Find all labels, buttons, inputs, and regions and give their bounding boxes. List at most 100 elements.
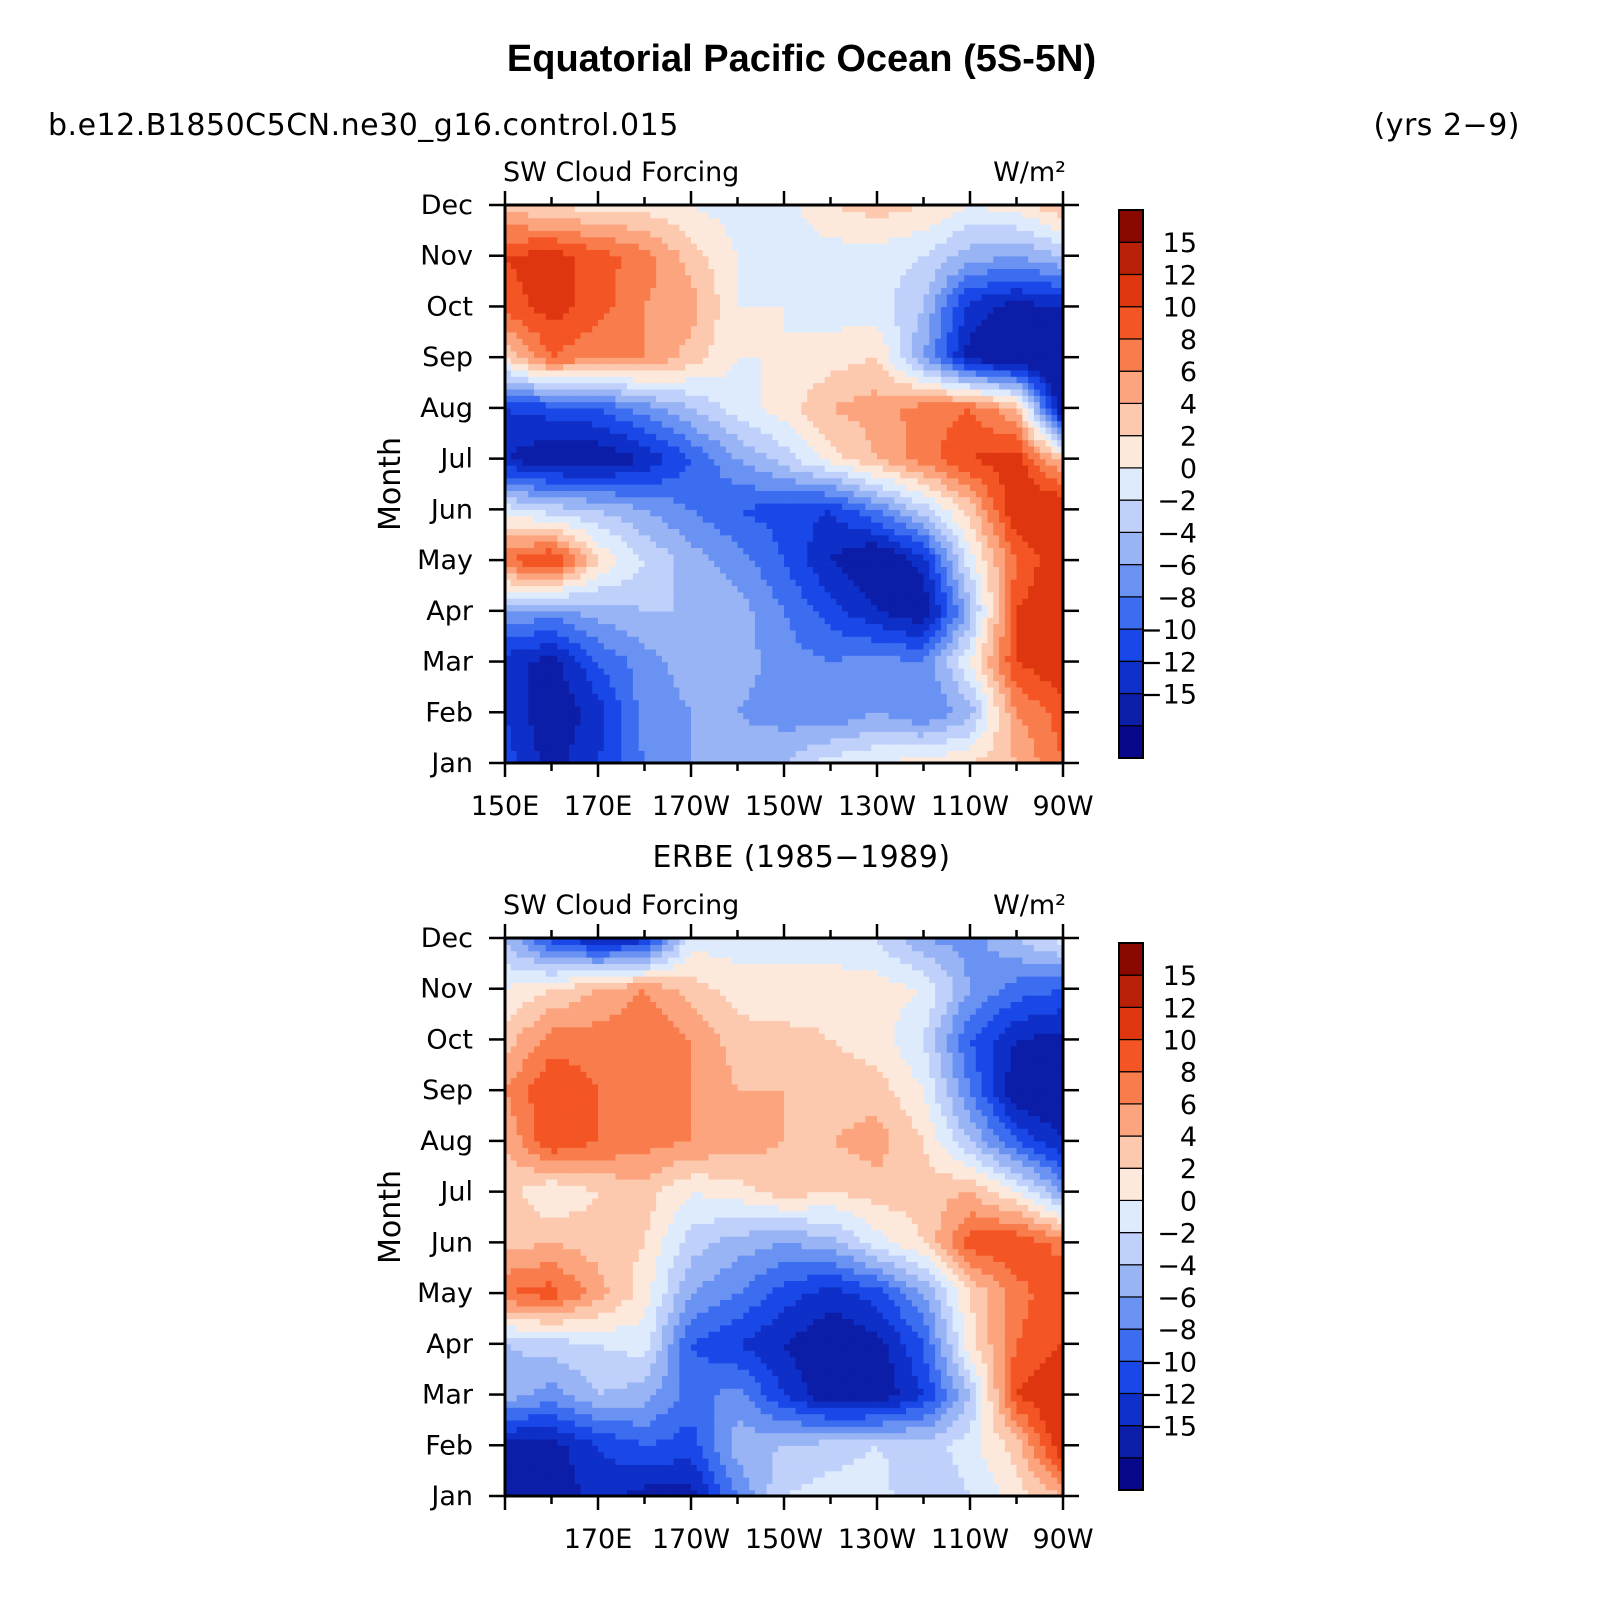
heatmap-cell [586, 445, 593, 453]
heatmap-cell [871, 433, 878, 441]
heatmap-cell [824, 477, 832, 485]
heatmap-cell [940, 686, 948, 694]
heatmap-cell [737, 547, 744, 555]
heatmap-cell [598, 490, 605, 498]
heatmap-cell [580, 667, 587, 675]
heatmap-cell [859, 642, 866, 650]
heatmap-cell [929, 458, 936, 466]
heatmap-cell [685, 566, 692, 574]
heatmap-cell [795, 642, 803, 650]
heatmap-cell [935, 680, 942, 688]
heatmap-cell [522, 484, 529, 491]
heatmap-cell [801, 756, 808, 764]
heatmap-cell [627, 667, 634, 675]
heatmap-cell [603, 528, 611, 536]
heatmap-cell [522, 642, 529, 650]
heatmap-cell [534, 667, 541, 675]
heatmap-cell [702, 464, 710, 472]
heatmap-cell [900, 528, 907, 536]
heatmap-cell [586, 604, 593, 612]
heatmap-cell [778, 705, 785, 713]
heatmap-cell [847, 433, 855, 441]
heatmap-cell [708, 560, 715, 568]
heatmap-cell [818, 503, 826, 510]
heatmap-cell [539, 648, 547, 656]
heatmap-cell [667, 458, 675, 466]
heatmap-cell [917, 477, 925, 485]
heatmap-cell [911, 724, 919, 732]
heatmap-cell [696, 686, 704, 694]
heatmap-cell [598, 674, 605, 682]
heatmap-cell [958, 458, 965, 466]
heatmap-cell [679, 655, 686, 663]
heatmap-cell [615, 496, 622, 504]
heatmap-cell [627, 674, 634, 682]
heatmap-cell [667, 515, 675, 523]
heatmap-cell [929, 490, 936, 498]
heatmap-cell [551, 604, 558, 612]
heatmap-cell [609, 680, 617, 688]
heatmap-cell [801, 484, 808, 491]
heatmap-cell [818, 572, 826, 580]
heatmap-cell [638, 667, 646, 675]
heatmap-cell [539, 686, 547, 694]
heatmap-cell [847, 636, 855, 644]
heatmap-cell [1004, 433, 1012, 441]
heatmap-cell [667, 693, 675, 701]
heatmap-cell [1051, 642, 1058, 650]
heatmap-cell [789, 464, 797, 472]
heatmap-cell [685, 718, 692, 726]
heatmap-cell [627, 522, 634, 529]
heatmap-cell [708, 572, 715, 580]
heatmap-cell [737, 636, 744, 644]
heatmap-cell [917, 528, 925, 536]
heatmap-cell [958, 655, 965, 663]
heatmap-cell [609, 693, 617, 701]
heatmap-cell [522, 648, 529, 656]
heatmap-cell [609, 604, 617, 612]
heatmap-cell [882, 445, 890, 453]
heatmap-cell [743, 680, 750, 688]
heatmap-cell [644, 750, 651, 758]
heatmap-cell [760, 731, 768, 739]
heatmap-cell [818, 439, 826, 447]
heatmap-cell [784, 496, 791, 504]
heatmap-cell [807, 579, 814, 587]
heatmap-cell [1010, 439, 1018, 447]
heatmap-cell [539, 553, 547, 561]
heatmap-cell [993, 712, 1000, 720]
heatmap-cell [958, 541, 965, 549]
heatmap-cell [999, 712, 1006, 720]
heatmap-cell [964, 743, 971, 751]
heatmap-cell [568, 477, 576, 485]
heatmap-cell [1022, 750, 1029, 758]
heatmap-cell [964, 509, 971, 517]
heatmap-cell [993, 655, 1000, 663]
heatmap-cell [627, 629, 634, 637]
heatmap-cell [656, 743, 663, 751]
heatmap-cell [644, 737, 651, 745]
heatmap-cell [964, 667, 971, 675]
heatmap-cell [598, 648, 605, 656]
heatmap-cell [586, 686, 593, 694]
heatmap-cell [818, 724, 826, 732]
heatmap-cell [853, 591, 861, 599]
heatmap-cell [650, 642, 657, 650]
heatmap-cell [940, 572, 948, 580]
heatmap-cell [720, 477, 727, 485]
heatmap-cell [853, 731, 861, 739]
heatmap-cell [574, 655, 582, 663]
heatmap-cell [853, 661, 861, 669]
heatmap-cell [673, 572, 680, 580]
heatmap-cell [766, 750, 773, 758]
heatmap-cell [795, 731, 803, 739]
heatmap-cell [964, 541, 971, 549]
heatmap-cell [737, 528, 744, 536]
heatmap-cell [958, 534, 965, 542]
heatmap-cell [975, 503, 983, 510]
heatmap-cell [725, 629, 733, 637]
heatmap-cell [702, 553, 710, 561]
heatmap-cell [929, 680, 936, 688]
heatmap-cell [545, 433, 553, 441]
heatmap-cell [946, 712, 954, 720]
